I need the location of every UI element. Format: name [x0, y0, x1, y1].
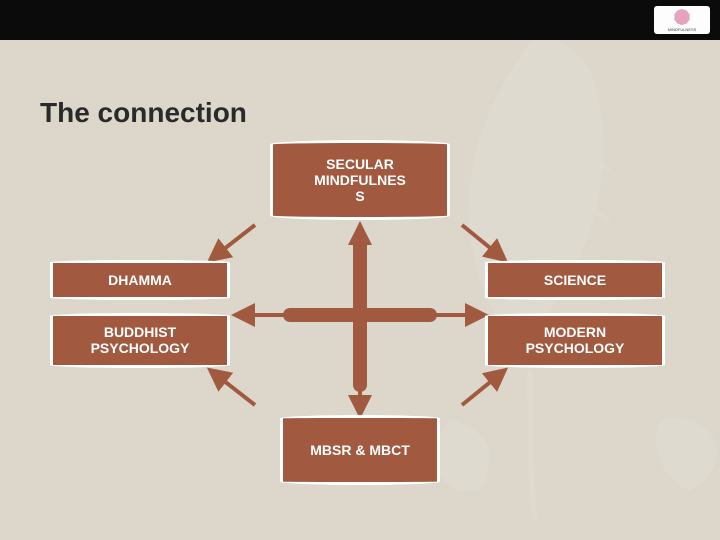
- node-label: SCIENCE: [544, 272, 606, 288]
- node-bl: BUDDHIST PSYCHOLOGY: [50, 313, 230, 368]
- node-label: MBSR & MBCT: [310, 442, 410, 458]
- node-tl: DHAMMA: [50, 260, 230, 300]
- logo-badge: MINDFULNESS: [654, 6, 710, 34]
- page-title-text: The connection: [40, 97, 247, 128]
- node-label: SECULAR MINDFULNES S: [283, 156, 437, 204]
- center-cross: [290, 245, 430, 385]
- node-bottom: MBSR & MBCT: [280, 415, 440, 485]
- node-tr: SCIENCE: [485, 260, 665, 300]
- arrow: [462, 225, 505, 260]
- top-bar: [0, 0, 720, 40]
- svg-text:MINDFULNESS: MINDFULNESS: [668, 27, 697, 32]
- arrow: [210, 225, 255, 260]
- arrow: [462, 370, 505, 405]
- arrow: [210, 370, 255, 405]
- slide-stage: MINDFULNESS The connection SECULAR MINDF…: [0, 0, 720, 540]
- node-top: SECULAR MINDFULNES S: [270, 140, 450, 220]
- node-label: BUDDHIST PSYCHOLOGY: [63, 324, 217, 356]
- node-label: MODERN PSYCHOLOGY: [526, 324, 625, 356]
- lotus-icon: MINDFULNESS: [654, 6, 710, 34]
- node-label: DHAMMA: [108, 272, 172, 288]
- page-title: The connection: [40, 97, 247, 129]
- node-br: MODERN PSYCHOLOGY: [485, 313, 665, 368]
